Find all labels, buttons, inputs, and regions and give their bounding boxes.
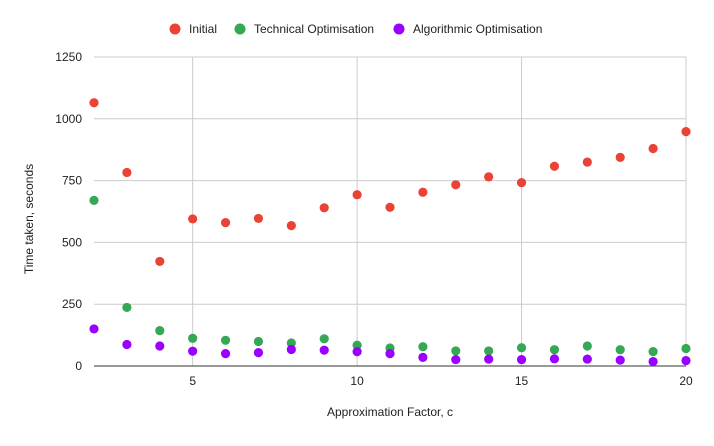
x-tick-label: 5 [189,374,196,388]
y-tick-label: 1000 [55,112,82,126]
data-point [319,203,329,213]
y-tick-label: 500 [62,235,82,249]
legend-marker [169,23,181,35]
data-point [648,356,658,367]
data-point [418,187,428,197]
data-point [220,349,231,359]
data-point [615,152,625,162]
legend: Initial Technical Optimisation Algorithmic… [169,22,542,36]
data-point [681,127,691,137]
data-point [385,202,395,212]
legend-marker [393,23,405,35]
data-point [188,214,198,224]
data-point [122,339,132,350]
data-point [319,334,329,344]
data-point [681,355,691,366]
data-point [188,346,198,356]
data-point [418,352,428,362]
data-point [549,161,560,171]
data-point [451,354,461,365]
data-point [89,195,99,205]
data-point [549,345,560,355]
data-point [516,354,527,365]
y-axis-title: Time taken, seconds [22,164,36,274]
legend-label: Initial [189,22,217,36]
legend-item: Algorithmic Optimisation [393,22,542,36]
data-point [220,335,231,345]
legend-item: Initial [169,22,217,36]
x-tick-label: 20 [679,374,693,388]
legend-label: Algorithmic Optimisation [413,22,542,36]
data-point [352,190,362,200]
data-point [615,355,625,365]
data-point [484,354,494,364]
data-point [516,343,527,353]
legend-marker [234,23,246,35]
data-point [253,336,264,347]
data-point [582,341,592,351]
data-point [681,343,691,354]
data-point [516,177,527,188]
axes: 0 250 500 750 1000 1250 5 10 15 20 [55,50,693,388]
data-points [89,98,691,367]
data-point [648,347,658,357]
data-point [122,167,132,178]
data-point [582,354,592,364]
data-point [385,349,395,359]
x-tick-label: 10 [350,374,364,388]
data-point [286,220,296,231]
data-point [89,324,99,334]
data-point [155,256,165,267]
data-point [220,218,231,228]
data-point [451,346,461,356]
data-point [451,180,461,190]
data-point [253,348,264,358]
data-point [319,345,329,355]
series-0 [89,98,691,267]
data-point [122,302,132,313]
gridlines [94,56,687,366]
data-point [484,346,494,356]
data-point [418,342,428,352]
data-point [155,341,165,351]
series-1 [89,195,691,357]
x-axis-title: Approximation Factor, c [327,405,453,419]
y-tick-label: 0 [75,359,82,373]
data-point [615,345,625,355]
legend-label: Technical Optimisation [254,22,374,36]
data-point [155,326,165,336]
data-point [648,143,658,154]
data-point [549,354,560,364]
legend-item: Technical Optimisation [234,22,374,36]
series-2 [89,324,691,367]
data-point [484,172,494,182]
data-point [352,340,362,350]
y-tick-label: 250 [62,297,82,311]
data-point [89,98,99,108]
data-point [188,333,198,343]
y-tick-label: 1250 [55,50,82,64]
data-point [352,347,362,357]
data-point [286,338,296,348]
data-point [286,344,296,355]
y-tick-label: 750 [62,174,82,188]
data-point [253,213,264,224]
x-tick-label: 15 [515,374,529,388]
data-point [582,157,592,167]
